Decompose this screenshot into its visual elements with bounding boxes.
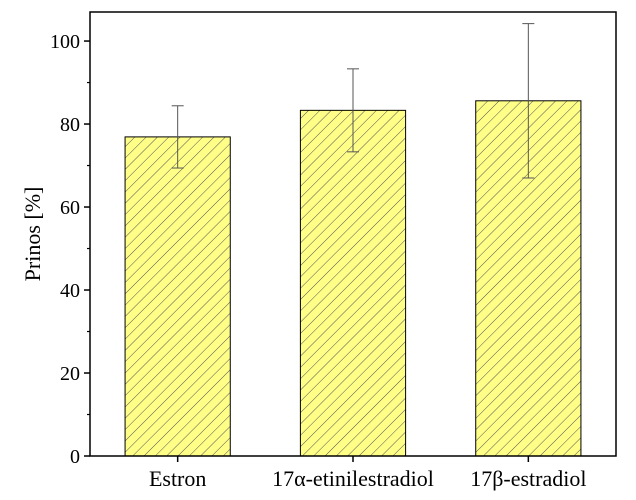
y-axis-label: Prinos [%]: [20, 187, 45, 282]
x-tick-label: 17β-estradiol: [470, 466, 586, 491]
y-tick-label: 60: [60, 197, 80, 219]
x-tick-label: Estron: [149, 466, 206, 491]
y-tick-label: 0: [70, 446, 80, 468]
y-tick-label: 100: [50, 31, 80, 53]
y-tick-label: 80: [60, 114, 80, 136]
y-axis: 0 20 40 60 80 100: [50, 31, 90, 468]
x-axis: Estron 17α-etinilestradiol 17β-estradiol: [149, 456, 587, 491]
x-tick-label: 17α-etinilestradiol: [272, 466, 434, 491]
y-tick-label: 20: [60, 363, 80, 385]
bar: [125, 137, 230, 456]
bars-layer: [125, 101, 581, 456]
bar: [300, 110, 405, 456]
y-tick-label: 40: [60, 280, 80, 302]
